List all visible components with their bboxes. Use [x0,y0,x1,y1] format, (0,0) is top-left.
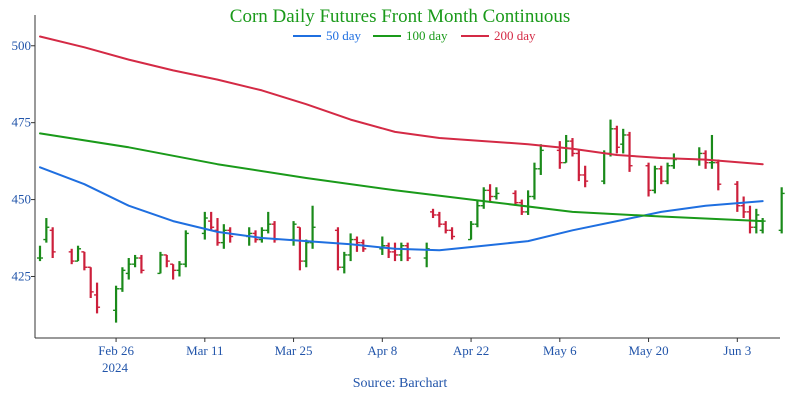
ohlc-bar [620,128,627,154]
x-tick-label: Apr 22 [453,343,489,358]
ohlc-bar [715,159,722,191]
ohlc-bar [575,150,582,182]
y-ticks: 425 450 475 500 [12,38,35,283]
y-tick-label: 425 [12,268,32,283]
ohlc-bar [49,227,56,259]
ohlc-bar [347,233,354,262]
ohlc-bar [582,165,589,188]
x-tick-label: Jun 3 [723,343,751,358]
ohlc-bar [404,242,411,262]
ohlc-bar [391,242,398,262]
ohlc-bar [696,147,703,166]
ohlc-bar [487,184,494,203]
ohlc-bar [601,150,608,185]
ohlc-bar [75,245,82,262]
ohlc-bar [138,254,145,274]
ohlc-bar [651,165,658,194]
ohlc-bar [556,141,563,169]
ohlc-bar [157,251,164,275]
ohlc-bar [303,239,310,268]
ohlc-bar [468,221,475,241]
legend-label-50-day: 50 day [326,28,362,43]
chart-title: Corn Daily Futures Front Month Continuou… [230,6,570,27]
source-label: Source: Barchart [353,376,448,391]
x-axis-year-label: 2024 [102,360,129,375]
ohlc-bar [94,282,101,314]
ohlc-bar [740,196,747,219]
ohlc-bar [474,199,481,228]
ohlc-bar [398,242,405,262]
ohlc-bar [220,224,227,249]
ohlc-bar [132,254,139,268]
y-tick-label: 500 [12,38,32,53]
ohlc-bar [290,221,297,246]
chart-legend: 50 day 100 day 200 day [293,28,536,43]
ohlc-bar [37,245,43,262]
ohlc-bar [258,227,265,243]
ohlc-bar [201,211,208,240]
x-tick-label: Apr 8 [367,343,397,358]
ohlc-bar [607,119,614,157]
x-tick-label: Mar 11 [186,343,223,358]
ohlc-bar [480,187,487,209]
ohlc-bar [512,190,519,206]
ohlc-bar [645,162,652,197]
ohlc-bar [658,165,665,185]
y-tick-label: 450 [12,192,32,207]
legend-label-100-day: 100 day [406,28,448,43]
ohlc-bar [334,227,341,271]
ohlc-bar [379,236,386,255]
ohlc-bar [449,227,456,240]
ohlc-bar [537,144,544,175]
ohlc-bar [68,248,75,265]
ohlc-bar [423,242,430,268]
x-tick-label: May 6 [543,343,577,358]
ohlc-bar [341,251,348,274]
ohlc-bar [163,254,170,268]
ohlc-bar [442,221,449,234]
moving-average-lines [39,35,764,252]
ohlc-bar [664,162,671,185]
legend-label-200-day: 200 day [494,28,536,43]
ohlc-bar [125,258,132,280]
ohlc-bar [113,285,120,323]
ohlc-bar [227,227,234,243]
ohlc-bar [87,266,94,299]
ohlc-bar [430,208,437,219]
ohlc-bar [385,242,392,259]
ohlc-bar [493,187,500,200]
ohlc-bar [734,181,741,212]
ohlc-bar [182,230,189,268]
ohlc-bar [613,125,620,154]
ohlc-bar [119,267,126,292]
ohlc-bar [531,162,538,200]
x-tick-label: Feb 26 [98,343,134,358]
x-ticks: Feb 26 Mar 11 Mar 25 Apr 8 Apr 22 May 6 May 20… [98,338,751,358]
ohlc-bar [436,211,443,228]
series-line-200-day [39,35,764,166]
ohlc-bar [208,211,215,231]
ohlc-bar [296,226,303,271]
ohlc-bar [778,187,785,234]
y-tick-label: 475 [12,115,32,130]
ohlc-bar [569,138,576,157]
ohlc-bar [525,190,532,215]
series-line-50-day [39,166,764,252]
price-bars [37,119,785,323]
ohlc-bar [176,261,183,277]
ohlc-bar [708,134,715,169]
x-tick-label: Mar 25 [275,343,313,358]
ohlc-bar [518,199,525,215]
ohlc-bar [43,218,50,243]
x-tick-label: May 20 [629,343,669,358]
ohlc-bar [265,211,272,234]
series-line-100-day [39,132,764,223]
ohlc-bar [81,251,88,271]
ohlc-bar [626,131,633,172]
ohlc-bar [670,153,677,169]
ohlc-bar [170,263,177,280]
